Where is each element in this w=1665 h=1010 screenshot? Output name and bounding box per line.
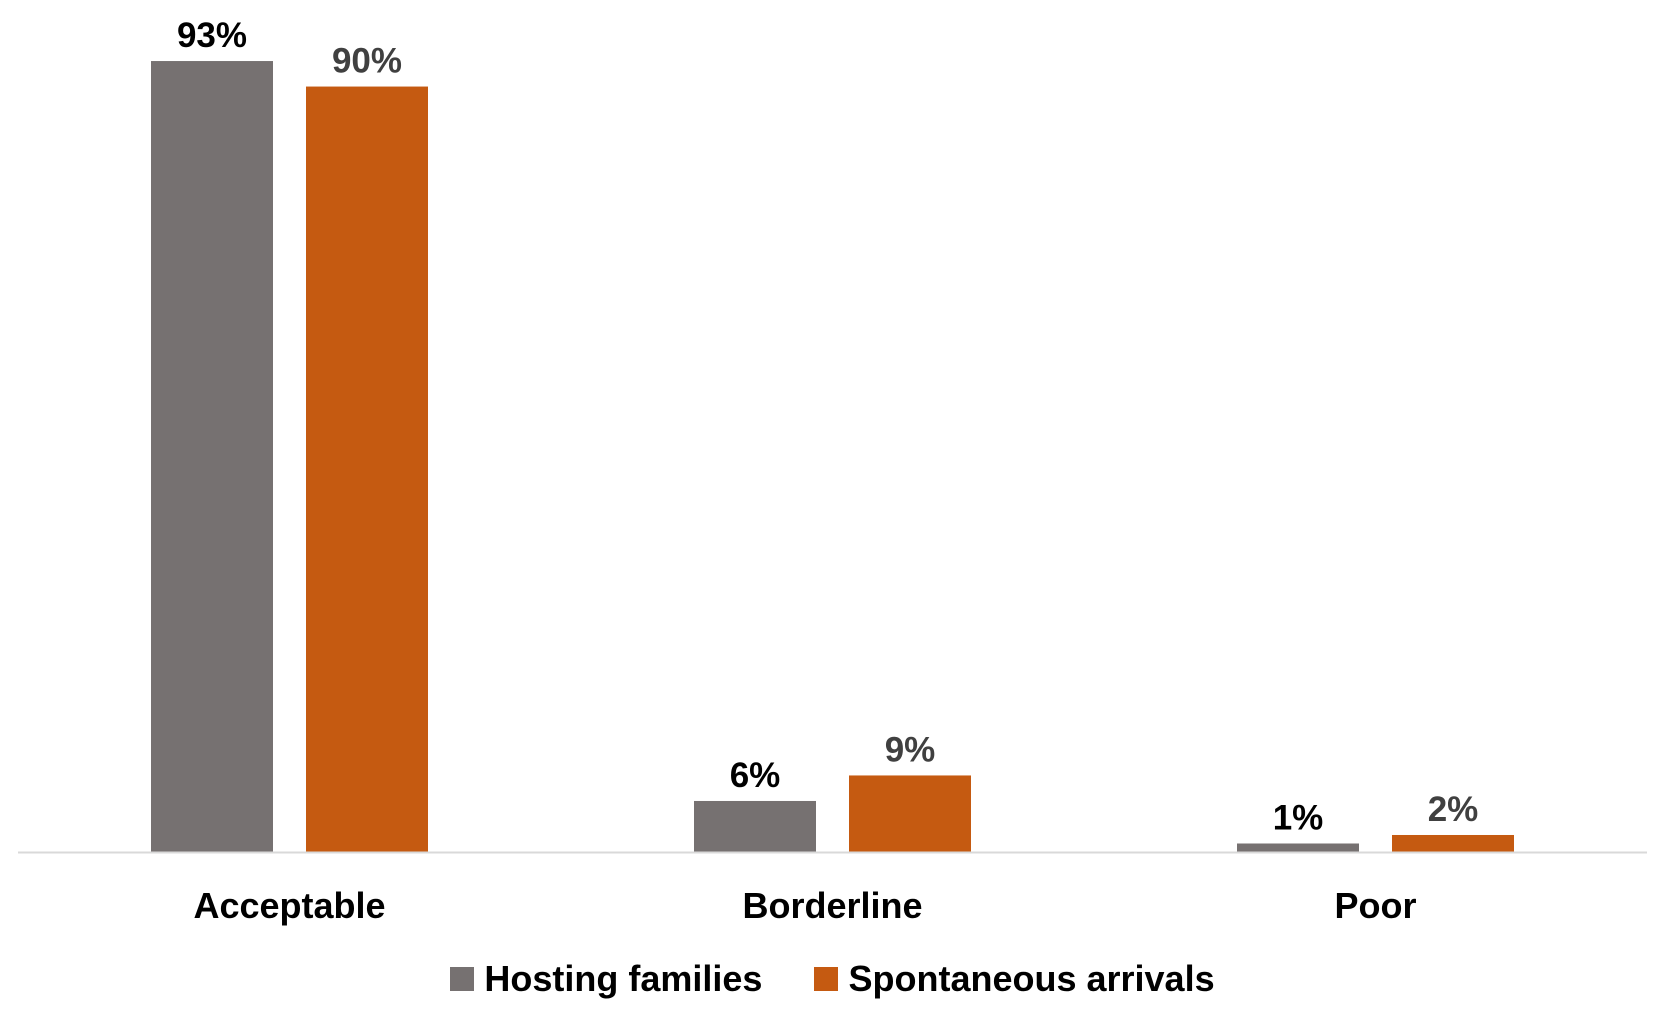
- legend-item-hosting-families: Hosting families: [450, 958, 762, 1000]
- legend-label-spontaneous-arrivals: Spontaneous arrivals: [848, 958, 1215, 999]
- bar-hosting-families-borderline: [694, 800, 816, 852]
- category-labels-layer: Acceptable Borderline Poor: [193, 885, 1416, 926]
- data-labels-layer: 93% 90% 6% 9% 1% 2%: [177, 16, 1478, 837]
- bar-hosting-families-poor: [1237, 843, 1359, 852]
- bar-spontaneous-arrivals-borderline: [849, 775, 971, 852]
- legend: Hosting families Spontaneous arrivals: [0, 958, 1665, 1000]
- bar-spontaneous-arrivals-poor: [1392, 834, 1514, 852]
- legend-item-spontaneous-arrivals: Spontaneous arrivals: [814, 958, 1215, 1000]
- data-label-hosting-families-borderline: 6%: [730, 756, 781, 795]
- data-label-hosting-families-acceptable: 93%: [177, 16, 247, 55]
- legend-label-hosting-families: Hosting families: [484, 958, 763, 999]
- data-label-spontaneous-arrivals-poor: 2%: [1428, 790, 1479, 829]
- data-label-spontaneous-arrivals-borderline: 9%: [885, 730, 936, 769]
- bar-spontaneous-arrivals-acceptable: [306, 86, 428, 853]
- category-label-acceptable: Acceptable: [193, 885, 385, 926]
- category-label-poor: Poor: [1334, 885, 1416, 926]
- data-label-spontaneous-arrivals-acceptable: 90%: [332, 42, 402, 81]
- category-label-borderline: Borderline: [742, 885, 922, 926]
- legend-swatch-spontaneous-arrivals: [814, 967, 839, 991]
- legend-swatch-hosting-families: [450, 967, 475, 991]
- data-label-hosting-families-poor: 1%: [1273, 798, 1324, 837]
- bar-hosting-families-acceptable: [151, 61, 273, 853]
- bars-layer: [151, 61, 1514, 853]
